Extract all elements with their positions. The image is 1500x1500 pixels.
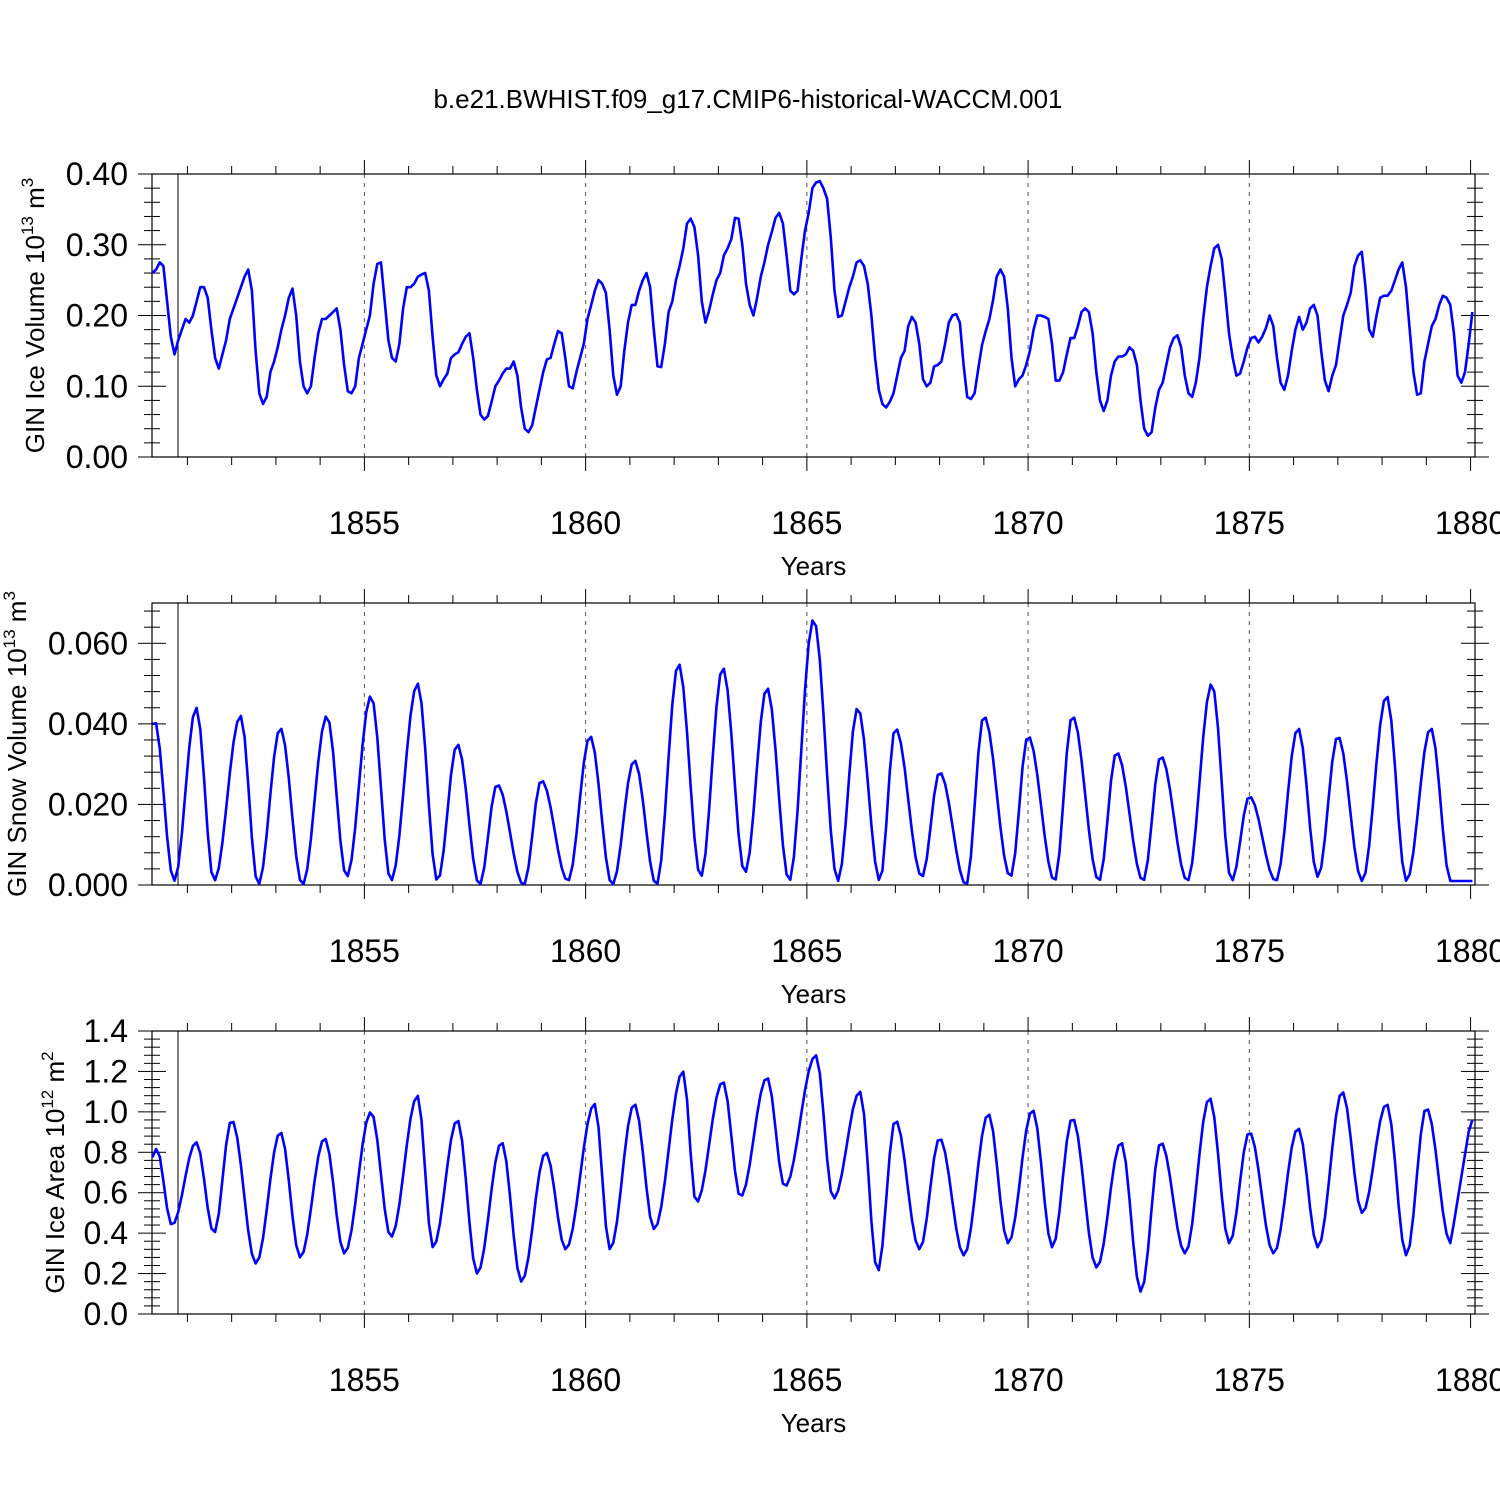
y-axis-label: GIN Snow Volume 1013 m3	[0, 591, 32, 897]
x-tick-label: 1855	[329, 1362, 400, 1398]
x-tick-label: 1855	[329, 505, 400, 541]
y-tick-label: 0.4	[84, 1215, 128, 1251]
y-tick-label: 0.0	[84, 1296, 128, 1332]
y-tick-label: 1.0	[84, 1094, 128, 1130]
x-tick-label: 1880	[1435, 1362, 1500, 1398]
x-tick-label: 1855	[329, 933, 400, 969]
y-axis-label: GIN Ice Area 1012 m2	[38, 1051, 70, 1293]
y-tick-label: 1.4	[84, 1013, 128, 1049]
plot-frame	[151, 602, 1476, 886]
y-tick-label: 0.6	[84, 1175, 128, 1211]
x-tick-label: 1880	[1435, 933, 1500, 969]
y-tick-label: 0.20	[66, 298, 128, 334]
x-tick-label: 1865	[771, 505, 842, 541]
y-tick-label: 0.10	[66, 368, 128, 404]
series-line	[152, 619, 1473, 886]
y-tick-label: 0.040	[48, 706, 128, 742]
x-axis-label: Years	[781, 979, 847, 1009]
x-tick-label: 1875	[1214, 933, 1285, 969]
x-tick-label: 1860	[550, 933, 621, 969]
y-tick-label: 0.00	[66, 439, 128, 475]
x-tick-label: 1860	[550, 1362, 621, 1398]
series-line	[151, 179, 1474, 438]
x-tick-label: 1860	[550, 505, 621, 541]
y-tick-label: 0.8	[84, 1134, 128, 1170]
plot-frame	[151, 173, 1476, 458]
y-tick-label: 1.2	[84, 1053, 128, 1089]
y-tick-label: 0.060	[48, 625, 128, 661]
y-tick-label: 0.40	[66, 156, 128, 192]
ice-volume-panel: 0.00 0.10 0.20 0.30 0.40 1855 1860 1865 1870 1875…	[18, 156, 1500, 581]
plot-frame	[151, 1030, 1476, 1315]
x-axis-label: Years	[781, 1408, 847, 1438]
x-tick-label: 1875	[1214, 505, 1285, 541]
x-tick-label: 1880	[1435, 505, 1500, 541]
x-tick-label: 1865	[771, 1362, 842, 1398]
series-line	[151, 1054, 1474, 1293]
y-tick-label: 0.30	[66, 227, 128, 263]
chart-title: b.e21.BWHIST.f09_g17.CMIP6-historical-WA…	[433, 84, 1062, 114]
ice-area-panel: 0.0 0.2 0.4 0.6 0.8 1.0 1.2 1.4 1855 1860 1865 1870…	[38, 1013, 1500, 1438]
x-tick-label: 1870	[993, 1362, 1064, 1398]
y-tick-label: 0.020	[48, 786, 128, 822]
y-axis-label: GIN Ice Volume 1013 m3	[18, 178, 50, 454]
x-axis-label: Years	[781, 551, 847, 581]
x-tick-label: 1875	[1214, 1362, 1285, 1398]
y-tick-label: 0.2	[84, 1256, 128, 1292]
x-tick-label: 1865	[771, 933, 842, 969]
y-tick-label: 0.000	[48, 867, 128, 903]
x-tick-label: 1870	[993, 505, 1064, 541]
snow-volume-panel: 0.000 0.020 0.040 0.060 1855 1860 1865 1870 1875…	[0, 589, 1500, 1009]
x-tick-label: 1870	[993, 933, 1064, 969]
